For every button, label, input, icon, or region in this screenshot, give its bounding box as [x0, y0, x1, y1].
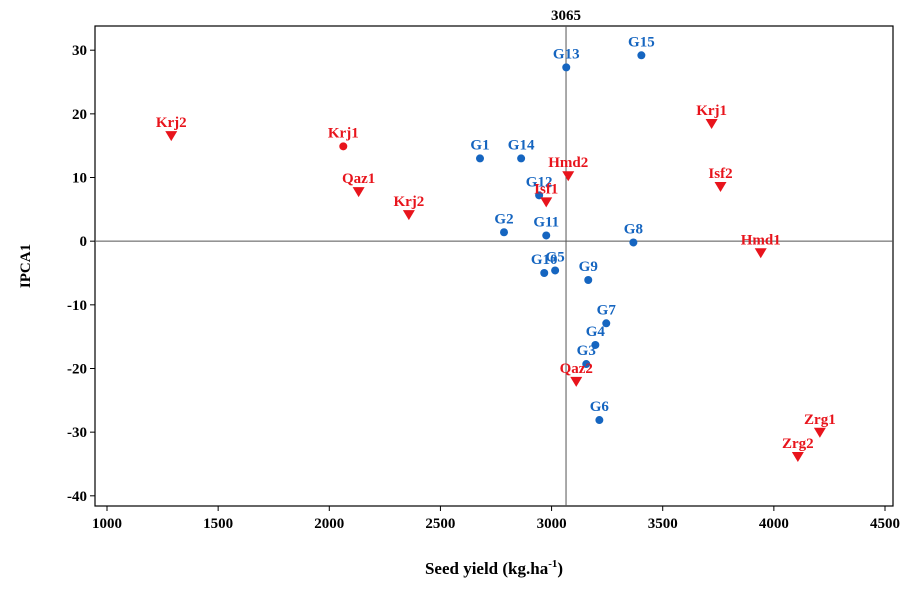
- point: [352, 187, 365, 198]
- y-tick-label: -20: [67, 361, 87, 377]
- x-tick-label: 2000: [314, 516, 344, 532]
- y-tick-label: 10: [72, 171, 87, 187]
- point: [754, 248, 767, 259]
- point-label: G14: [508, 137, 535, 153]
- point-label: G7: [597, 302, 617, 318]
- point-label: Hmd2: [548, 155, 588, 171]
- point: [629, 238, 638, 247]
- point-label: G9: [579, 259, 598, 275]
- x-tick-label: 2500: [425, 516, 455, 532]
- point-label: Krj1: [328, 125, 359, 141]
- point: [551, 266, 560, 275]
- point-label: G4: [586, 324, 606, 340]
- point: [602, 319, 611, 328]
- point-label: Krj2: [393, 194, 424, 210]
- point: [475, 154, 484, 163]
- point-label: G13: [553, 46, 580, 62]
- x-tick-label: 1000: [92, 516, 122, 532]
- point-label: Zrg2: [782, 436, 814, 452]
- point: [562, 63, 571, 72]
- point: [705, 119, 718, 130]
- point-label: Isf2: [708, 166, 732, 182]
- x-tick-label: 3000: [537, 516, 567, 532]
- point: [165, 131, 178, 142]
- x-tick-label: 4000: [759, 516, 789, 532]
- point: [500, 228, 509, 237]
- point: [570, 376, 583, 387]
- point: [813, 427, 826, 438]
- point: [582, 360, 591, 369]
- point-label: G12: [526, 174, 553, 190]
- point: [562, 171, 575, 182]
- x-label-end: ): [557, 559, 563, 578]
- point: [540, 269, 549, 278]
- point: [535, 191, 544, 200]
- x-tick-label: 4500: [870, 516, 900, 532]
- point: [591, 340, 600, 349]
- point-label: G10: [531, 252, 558, 268]
- point: [402, 210, 415, 221]
- y-axis-label: IPCA1: [18, 244, 34, 288]
- point-label: Krj1: [696, 103, 727, 119]
- point-label: Isf1: [534, 181, 558, 197]
- point-label: G6: [590, 399, 610, 415]
- plot-frame: [94, 25, 894, 507]
- y-tick-label: -10: [67, 298, 87, 314]
- point-label: G3: [577, 343, 596, 359]
- point: [542, 231, 551, 240]
- point: [517, 154, 526, 163]
- point: [540, 197, 553, 208]
- y-tick-label: 0: [80, 234, 88, 250]
- point-label: Hmd1: [741, 232, 781, 248]
- reference-vline-label: 3065: [551, 8, 581, 24]
- x-label-sup: -1: [548, 558, 557, 570]
- x-tick-label: 1500: [203, 516, 233, 532]
- point-label: G11: [533, 214, 559, 230]
- point: [714, 182, 727, 193]
- point-label: G5: [546, 249, 565, 265]
- y-tick-label: -40: [67, 489, 87, 505]
- point: [637, 51, 646, 60]
- point: [584, 276, 593, 285]
- y-tick-label: 30: [72, 43, 87, 59]
- y-tick-label: 20: [72, 107, 87, 123]
- point-label: Qaz1: [342, 171, 375, 187]
- x-label-text: Seed yield (kg.ha: [425, 559, 549, 578]
- x-axis-label: Seed yield (kg.ha-1): [425, 558, 563, 578]
- point: [339, 142, 348, 151]
- x-tick-label: 3500: [648, 516, 678, 532]
- point-label: G2: [494, 211, 513, 227]
- point-label: G15: [628, 34, 655, 50]
- point-label: Qaz2: [560, 361, 593, 377]
- point: [791, 451, 804, 462]
- point-label: Zrg1: [804, 412, 836, 428]
- y-tick-label: -30: [67, 425, 87, 441]
- point-label: Krj2: [156, 115, 187, 131]
- point: [595, 416, 604, 425]
- point-label: G1: [470, 137, 489, 153]
- point-label: G8: [624, 221, 643, 237]
